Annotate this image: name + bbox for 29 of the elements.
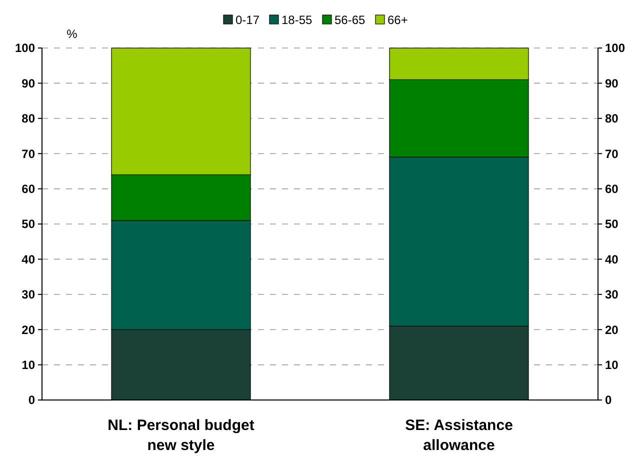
y-tick-label: 0 xyxy=(28,393,36,408)
y-axis-title: % xyxy=(66,27,78,41)
x-tick-label: NL: Personal budget new style xyxy=(108,417,254,454)
y2-tick-label: 0 xyxy=(605,393,612,408)
legend-label: 0-17 xyxy=(236,13,260,28)
y2-tick-label: 40 xyxy=(605,252,619,266)
legend-label: 66+ xyxy=(388,13,408,28)
y-tick-label: 40 xyxy=(22,252,36,266)
y2-tick-label: 80 xyxy=(605,112,619,126)
y-tick-label: 100 xyxy=(14,41,36,56)
y-tick-label: 30 xyxy=(22,288,36,302)
y2-tick-label: 50 xyxy=(605,217,619,232)
y2-tick-label: 100 xyxy=(605,41,626,56)
x-tick-label: SE: Assistance allowance xyxy=(405,417,513,454)
y-tick-label: 60 xyxy=(22,182,36,196)
y2-tick-label: 70 xyxy=(605,146,619,161)
y-tick-label: 70 xyxy=(22,146,36,161)
y-tick-label: 90 xyxy=(22,76,36,90)
y2-tick-label: 30 xyxy=(605,288,619,302)
y-tick-label: 10 xyxy=(22,358,36,372)
y2-tick-label: 60 xyxy=(605,182,619,196)
y-tick-label: 20 xyxy=(22,322,36,337)
y-tick-label: 50 xyxy=(22,217,36,232)
legend-label: 18-55 xyxy=(282,13,313,28)
legend-label: 56-65 xyxy=(334,13,366,28)
y2-tick-label: 10 xyxy=(605,358,619,372)
y-tick-label: 80 xyxy=(22,112,36,126)
y2-tick-label: 90 xyxy=(605,76,619,90)
y2-tick-label: 20 xyxy=(605,322,619,337)
